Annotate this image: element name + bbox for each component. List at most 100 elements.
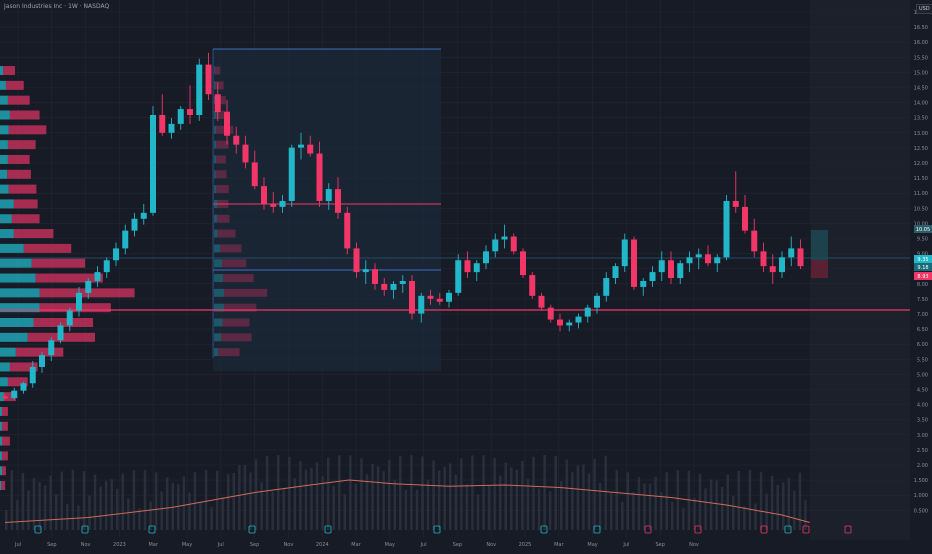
y-tick-label: 13.50	[914, 116, 928, 122]
candle-up	[584, 307, 591, 317]
price-badge-bg	[914, 263, 932, 271]
dividend-marker	[844, 525, 852, 534]
candle-down	[797, 248, 804, 267]
range-box	[213, 49, 441, 371]
volume-bar	[671, 501, 674, 530]
range-profile-up	[214, 111, 217, 119]
y-tick-label: 12.00	[914, 161, 928, 167]
profile-bar-up	[0, 303, 40, 313]
volume-bar	[737, 470, 741, 530]
candle-up	[66, 310, 73, 326]
candle-up	[57, 325, 64, 341]
range-profile-up	[214, 333, 221, 342]
volume-bar	[654, 476, 657, 530]
volume-bar	[265, 455, 269, 530]
y-tick-label: 1.500	[914, 478, 928, 484]
profile-bar-up	[0, 80, 6, 90]
candle-down	[316, 153, 323, 201]
volume-bar	[399, 456, 402, 530]
y-tick-label: 7.00	[917, 312, 928, 318]
candle-up	[94, 272, 101, 281]
volume-bar	[748, 470, 752, 530]
volume-bar	[720, 487, 724, 530]
candle-down	[769, 266, 776, 273]
volume-bar	[66, 504, 69, 530]
candle-down	[464, 260, 471, 273]
currency-badge[interactable]: USD	[916, 4, 932, 14]
profile-bar-up	[0, 229, 14, 239]
range-profile-up	[214, 170, 216, 179]
volume-bar	[165, 477, 169, 530]
volume-bar	[515, 469, 519, 530]
volume-bar	[460, 458, 463, 530]
x-tick-label: Nov	[689, 542, 699, 548]
profile-bar-down	[39, 303, 111, 313]
volume-bar	[127, 498, 130, 530]
candle-up	[501, 236, 508, 240]
volume-bar	[504, 462, 507, 530]
price-badge: 8.93	[917, 274, 928, 280]
volume-bar	[432, 460, 435, 530]
volume-bar	[476, 494, 480, 530]
candle-down	[214, 94, 221, 113]
candle-up	[788, 248, 795, 258]
candle-down	[335, 189, 341, 213]
earnings-marker	[540, 525, 548, 534]
candle-up	[279, 200, 286, 207]
earnings-marker	[433, 525, 441, 534]
profile-bar-up	[0, 288, 40, 298]
candle-down	[224, 112, 230, 136]
profile-bar-up	[0, 184, 9, 194]
profile-bar-up	[0, 66, 4, 76]
volume-bar	[576, 465, 580, 530]
profile-bar-down	[8, 184, 37, 194]
profile-bar-up	[0, 273, 36, 283]
x-tick-label: May	[182, 542, 192, 548]
volume-bar	[787, 477, 791, 530]
candle-up	[723, 200, 730, 258]
volume-bar	[354, 483, 358, 530]
range-profile-down	[221, 333, 252, 342]
candle-up	[390, 283, 397, 290]
volume-bar	[215, 470, 219, 530]
volume-bar	[754, 503, 757, 530]
target-box	[811, 230, 828, 260]
candle-up	[640, 281, 647, 287]
profile-bar-up	[0, 392, 4, 402]
profile-bar-up	[0, 466, 2, 476]
volume-bar	[254, 459, 258, 530]
volume-bar	[271, 491, 274, 530]
volume-bar	[104, 480, 108, 530]
y-tick-label: 10.50	[914, 206, 928, 212]
profile-bar-up	[0, 436, 2, 446]
y-tick-label: 9.00	[917, 252, 928, 258]
candle-down	[261, 186, 267, 204]
candle-up	[492, 239, 499, 252]
volume-bar	[16, 499, 19, 530]
y-tick-label: 6.00	[917, 342, 928, 348]
volume-bar	[88, 495, 91, 530]
dividend-marker	[802, 525, 810, 534]
x-tick-label: Sep	[250, 542, 259, 548]
volume-bar	[315, 462, 319, 530]
volume-bar	[482, 455, 485, 530]
range-profile-down	[222, 259, 247, 268]
candle-down	[547, 307, 554, 320]
volume-bar	[604, 455, 607, 530]
volume-bar	[437, 470, 441, 530]
price-badge-bg	[914, 272, 932, 280]
y-tick-label: 0.500	[914, 508, 928, 514]
volume-bar	[421, 456, 424, 530]
dividend-marker	[694, 525, 702, 534]
candle-down	[307, 144, 314, 154]
range-profile-down	[217, 229, 236, 238]
x-tick-label: Nov	[486, 542, 496, 548]
profile-bar-up	[0, 451, 2, 461]
x-tick-label: May	[385, 542, 395, 548]
profile-bar-up	[0, 169, 8, 179]
candle-down	[251, 162, 258, 187]
volume-bar	[138, 508, 141, 530]
candle-down	[270, 203, 277, 207]
range-profile-down	[214, 66, 221, 75]
